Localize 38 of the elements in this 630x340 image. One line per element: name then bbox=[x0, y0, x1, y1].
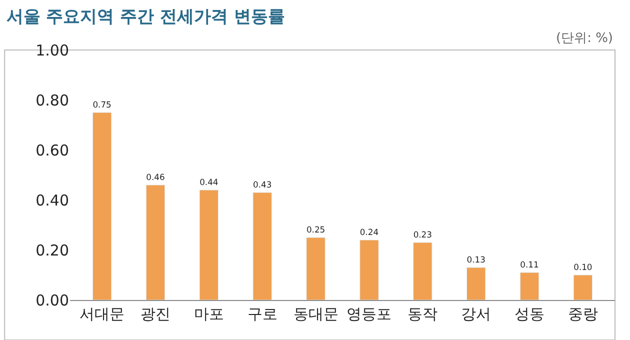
y-tick-label: 0.80 bbox=[36, 91, 69, 110]
data-label: 0.75 bbox=[92, 99, 112, 110]
x-tick-label: 강서 bbox=[461, 305, 492, 323]
bar bbox=[466, 267, 486, 300]
data-label: 0.46 bbox=[146, 172, 165, 182]
x-tick-label: 마포 bbox=[194, 305, 224, 323]
x-tick-label: 동대문 bbox=[293, 305, 338, 323]
data-label: 0.43 bbox=[253, 179, 272, 190]
y-tick-label: 1.00 bbox=[36, 41, 69, 60]
bar bbox=[413, 242, 432, 300]
bar bbox=[360, 240, 379, 300]
data-label: 0.25 bbox=[306, 224, 326, 234]
x-tick-label: 서대문 bbox=[80, 305, 125, 323]
y-tick-label: 0.40 bbox=[36, 191, 69, 210]
data-label: 0.23 bbox=[413, 229, 432, 240]
bar bbox=[199, 190, 219, 300]
data-label: 0.24 bbox=[360, 226, 379, 237]
bar bbox=[252, 192, 272, 300]
x-tick-label: 성동 bbox=[514, 305, 545, 323]
y-tick-label: 0.20 bbox=[36, 241, 69, 260]
data-label: 0.13 bbox=[466, 254, 486, 264]
data-label: 0.10 bbox=[574, 262, 592, 272]
x-tick-label: 영등포 bbox=[346, 305, 392, 323]
y-tick-label: 0.00 bbox=[36, 291, 69, 310]
x-tick-label: 광진 bbox=[140, 305, 170, 323]
data-label: 0.11 bbox=[520, 259, 539, 270]
bar bbox=[92, 112, 112, 300]
bar bbox=[306, 237, 326, 300]
chart-title: 서울 주요지역 주간 전세가격 변동률 bbox=[6, 7, 285, 28]
x-tick-label: 중랑 bbox=[568, 305, 598, 323]
data-label: 0.44 bbox=[200, 176, 218, 187]
bar bbox=[146, 184, 166, 300]
bar bbox=[573, 274, 593, 300]
y-tick-label: 0.60 bbox=[36, 141, 69, 160]
x-tick-label: 동작 bbox=[408, 305, 438, 323]
bar bbox=[520, 272, 540, 300]
text: (단위: %) bbox=[556, 31, 614, 46]
x-tick-label: 구로 bbox=[247, 305, 278, 323]
